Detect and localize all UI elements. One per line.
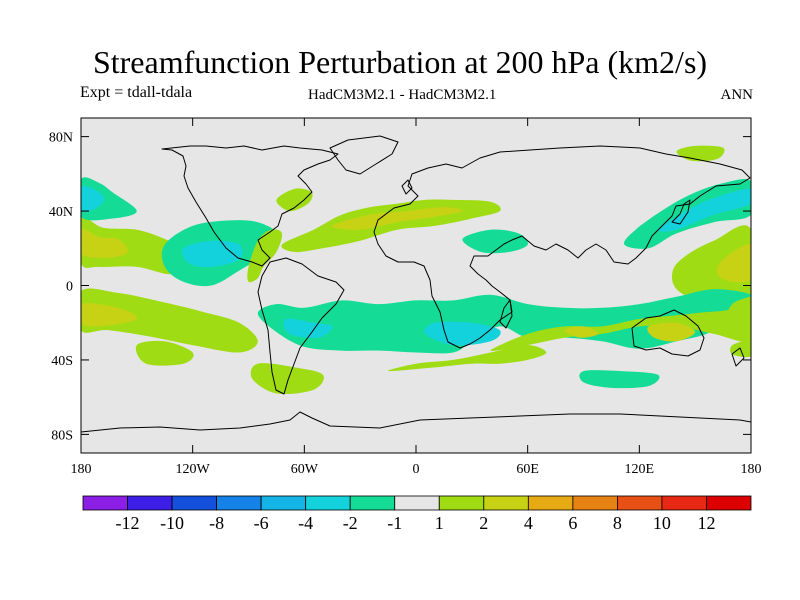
contour-north-america-negative-core	[182, 240, 243, 268]
contour-w-pacific-positive-core	[716, 244, 751, 283]
contour-n-pacific-ne-positive-core	[81, 229, 128, 258]
colorbar-label: -2	[343, 513, 358, 533]
colorbar-box	[127, 495, 173, 511]
colorbar-box	[349, 495, 396, 511]
colorbar-box	[216, 495, 262, 511]
greenland-coastline	[329, 135, 399, 175]
contour-south-pacific-positive-2	[135, 340, 194, 366]
colorbar-label: 6	[568, 513, 577, 533]
contour-n-pacific-dateline-negative-core	[81, 186, 104, 213]
uk-coastline	[401, 179, 413, 195]
contour-s-atlantic-positive	[387, 345, 547, 372]
contour-middle-east-negative	[462, 229, 528, 254]
colorbar-label: -8	[209, 513, 224, 533]
madagascar-coastline	[499, 299, 513, 329]
colorbar-label: 4	[524, 513, 533, 533]
eurasia-africa-coastline	[373, 145, 751, 349]
x-tick-label: 120W	[176, 462, 211, 477]
japan-coastline	[671, 199, 691, 225]
y-tick-label: 80N	[49, 131, 73, 146]
y-tick-label: 0	[66, 280, 73, 295]
contour-south-america-negative-core	[283, 318, 333, 339]
colorbar-box	[171, 495, 217, 511]
colorbar-box	[260, 495, 307, 511]
contour-north-atlantic-positive-core	[332, 207, 463, 230]
colorbar-box	[527, 495, 574, 511]
contour-south-pacific-positive	[81, 288, 258, 353]
colorbar-label: -12	[116, 513, 140, 533]
contour-caribbean-positive	[247, 229, 283, 283]
contour-southern-ocean-negative	[579, 370, 660, 389]
colorbar-box	[82, 495, 128, 511]
contour-australia-positive-core	[647, 322, 696, 342]
experiment-label: Expt = tdall-tdala	[80, 84, 193, 101]
colorbar-box	[661, 495, 707, 511]
coastlines	[81, 135, 751, 433]
contour-indian-ocean-positive	[490, 309, 751, 351]
contour-indian-ocean-positive-core	[564, 326, 599, 338]
y-tick-label: 40S	[51, 354, 73, 369]
colorbar-label: -1	[387, 513, 402, 533]
x-tick-label: 120E	[625, 462, 655, 477]
y-tick-label: 80S	[51, 428, 73, 443]
colorbar-box	[483, 495, 529, 511]
colorbar-label: 8	[613, 513, 622, 533]
south-america-coastline	[257, 257, 345, 395]
colorbar-label: 2	[479, 513, 488, 533]
colorbar-label: -10	[160, 513, 184, 533]
colorbar-box	[305, 495, 351, 511]
contour-south-pacific-positive-core	[81, 303, 138, 327]
model-comparison-label: HadCM3M2.1 - HadCM3M2.1	[308, 87, 497, 103]
contour-south-pacific-negative-band	[257, 289, 751, 354]
contour-drake-positive	[250, 363, 324, 395]
axes: 180 120W 60W 0 60E 120E 180 80N 40N 0 40S 80S	[49, 118, 762, 477]
new-zealand-coastline	[731, 347, 745, 367]
colorbar-label: -6	[254, 513, 269, 533]
season-label: ANN	[720, 87, 754, 103]
plot-background	[81, 118, 751, 453]
australia-coastline	[631, 309, 705, 357]
y-tick-label: 40N	[49, 205, 73, 220]
colorbar-box	[438, 495, 485, 511]
contour-nw-pacific-negative-core	[657, 188, 751, 232]
colorbar-label: 12	[697, 513, 715, 533]
colorbar-label: 10	[653, 513, 671, 533]
colorbar: -12 -10 -8 -6 -4 -2 -1 1 2 4 6 8 10 12	[82, 495, 752, 533]
colorbar-box	[706, 495, 752, 511]
contour-regions	[81, 145, 751, 395]
x-tick-label: 60E	[516, 462, 539, 477]
colorbar-box	[617, 495, 663, 511]
contour-n-pacific-dateline-negative	[81, 177, 137, 221]
chart-title: Streamfunction Perturbation at 200 hPa (…	[92, 44, 708, 80]
x-tick-label: 0	[413, 462, 420, 477]
antarctica-coastline	[81, 411, 751, 433]
x-tick-label: 60W	[291, 462, 319, 477]
colorbar-box	[572, 495, 618, 511]
north-america-coastline	[161, 145, 339, 267]
colorbar-label: 1	[435, 513, 444, 533]
colorbar-label: -4	[298, 513, 313, 533]
colorbar-box	[394, 495, 440, 511]
x-tick-label: 180	[71, 462, 92, 477]
x-tick-label: 180	[741, 462, 762, 477]
contour-east-coast-positive	[276, 188, 313, 212]
